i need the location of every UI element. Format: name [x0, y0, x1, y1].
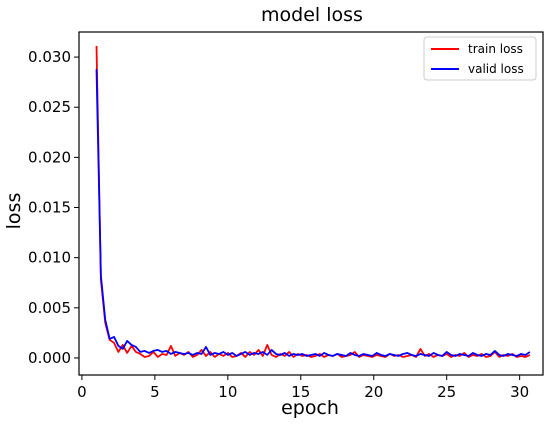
y-tick-label: 0.015 [28, 199, 71, 217]
legend-label-valid-loss: valid loss [468, 62, 524, 76]
y-tick-label: 0.020 [28, 148, 71, 166]
plot-area [79, 32, 543, 375]
y-tick-label: 0.005 [28, 299, 71, 317]
x-tick-label: 20 [364, 383, 383, 401]
x-tick-label: 25 [437, 383, 456, 401]
legend-label-train-loss: train loss [468, 42, 523, 56]
series-lines [95, 46, 531, 358]
x-tick-label: 0 [77, 383, 87, 401]
plot-frame [78, 31, 544, 376]
series-line-valid-loss [95, 69, 531, 357]
chart-title: model loss [261, 4, 363, 26]
legend: train loss valid loss [423, 36, 537, 81]
x-tick-label: 5 [150, 383, 160, 401]
y-tick-label: 0.010 [28, 249, 71, 267]
x-tick-label: 15 [291, 383, 310, 401]
y-tick-label: 0.025 [28, 98, 71, 116]
y-tick-label: 0.000 [28, 349, 71, 367]
y-axis-label: loss [3, 193, 25, 230]
axes: 0 5 10 15 20 25 30 0.000 0.005 0.010 0.015 0.020 0.0… [28, 31, 544, 401]
y-tick-label: 0.030 [28, 48, 71, 66]
plot-background [79, 32, 543, 375]
x-axis-label: epoch [281, 397, 339, 419]
x-tick-label: 30 [510, 383, 529, 401]
x-tick-label: 10 [218, 383, 237, 401]
